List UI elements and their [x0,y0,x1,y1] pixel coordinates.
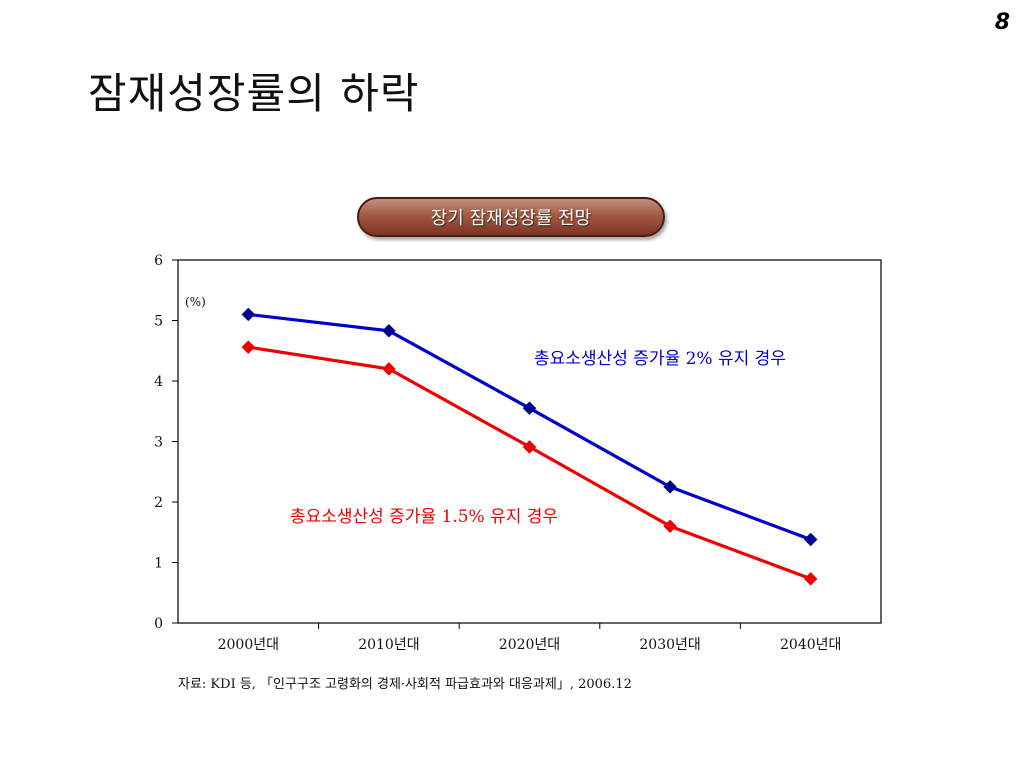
chart-title-badge: 장기 잠재성장률 전망 [357,197,665,237]
x-tick-label: 2010년대 [358,637,419,653]
data-point-marker [522,401,537,416]
page-number: 8 [994,10,1010,35]
x-tick-label: 2030년대 [639,637,700,653]
y-tick-label: 3 [154,435,163,451]
data-point-marker [803,532,818,547]
data-point-marker [522,440,537,454]
unit-label: (%) [185,295,206,309]
y-tick-label: 0 [154,616,163,632]
source-note: 자료: KDI 등, 「인구구조 고령화의 경제·사회적 파급효과와 대응과제」… [178,677,632,692]
data-point-marker [382,362,396,376]
y-tick-label: 1 [154,556,163,572]
x-tick-label: 2000년대 [218,637,279,653]
data-point-marker [663,519,677,534]
legend-label-blue: 총요소생산성 증가율 2% 유지 경우 [534,349,786,369]
data-point-marker [663,480,677,494]
y-tick-label: 6 [154,253,163,269]
data-point-marker [241,340,256,354]
series-layer [241,307,818,586]
slide-title: 잠재성장률의 하락 [88,69,420,118]
data-point-marker [382,323,396,338]
x-tick-label: 2020년대 [499,637,560,653]
x-tick-label: 2040년대 [780,637,841,653]
y-tick-label: 4 [154,374,163,390]
y-tick-label: 2 [154,495,163,511]
data-point-marker [241,307,256,322]
x-axis: 2000년대 2010년대 2020년대 2030년대 2040년대 [218,623,841,653]
data-point-marker [803,571,818,586]
legend-label-red: 총요소생산성 증가율 1.5% 유지 경우 [290,507,558,527]
y-tick-label: 5 [154,314,163,330]
y-axis: 0 1 2 3 4 5 6 [154,253,178,632]
